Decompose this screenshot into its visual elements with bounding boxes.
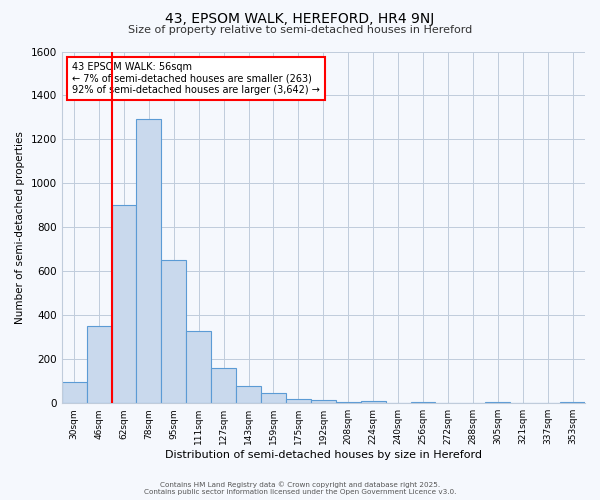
Bar bbox=[112, 206, 136, 403]
Bar bbox=[261, 394, 286, 403]
Bar bbox=[361, 401, 386, 403]
Bar bbox=[311, 400, 336, 403]
Bar bbox=[161, 260, 186, 403]
X-axis label: Distribution of semi-detached houses by size in Hereford: Distribution of semi-detached houses by … bbox=[165, 450, 482, 460]
Text: 43, EPSOM WALK, HEREFORD, HR4 9NJ: 43, EPSOM WALK, HEREFORD, HR4 9NJ bbox=[166, 12, 434, 26]
Bar bbox=[86, 326, 112, 403]
Bar bbox=[336, 402, 361, 403]
Bar bbox=[410, 402, 436, 403]
Bar bbox=[485, 402, 510, 403]
Bar bbox=[236, 386, 261, 403]
Bar bbox=[211, 368, 236, 403]
Bar bbox=[186, 330, 211, 403]
Bar bbox=[286, 399, 311, 403]
Text: Size of property relative to semi-detached houses in Hereford: Size of property relative to semi-detach… bbox=[128, 25, 472, 35]
Text: Contains HM Land Registry data © Crown copyright and database right 2025.
Contai: Contains HM Land Registry data © Crown c… bbox=[144, 482, 456, 495]
Bar bbox=[136, 118, 161, 403]
Bar bbox=[62, 382, 86, 403]
Y-axis label: Number of semi-detached properties: Number of semi-detached properties bbox=[15, 131, 25, 324]
Bar bbox=[560, 402, 585, 403]
Text: 43 EPSOM WALK: 56sqm
← 7% of semi-detached houses are smaller (263)
92% of semi-: 43 EPSOM WALK: 56sqm ← 7% of semi-detach… bbox=[72, 62, 320, 96]
